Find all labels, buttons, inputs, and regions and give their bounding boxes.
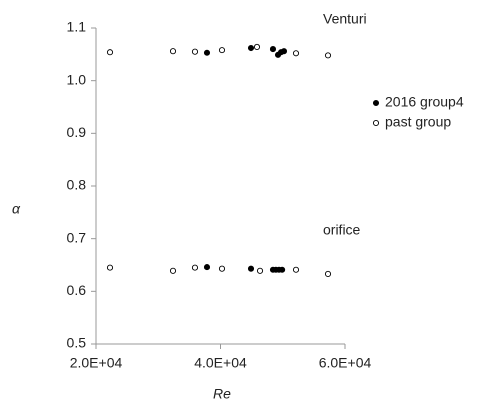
legend-label: past group <box>385 114 451 130</box>
point <box>247 44 255 52</box>
point <box>279 266 286 273</box>
y-axis-label: α <box>12 201 21 217</box>
y-tick-label: 1.0 <box>67 71 87 87</box>
x-tick-label: 6.0E+04 <box>319 355 372 371</box>
point <box>191 48 199 55</box>
point <box>169 267 177 274</box>
point <box>106 49 114 56</box>
point <box>203 264 211 271</box>
point <box>247 265 255 272</box>
legend-marker <box>372 99 380 107</box>
y-tick-label: 1.1 <box>67 19 87 35</box>
y-tick-label: 0.7 <box>67 229 87 245</box>
point <box>292 266 300 273</box>
annotation: Venturi <box>323 11 367 27</box>
point <box>280 48 288 55</box>
point <box>191 264 199 271</box>
x-tick-label: 4.0E+04 <box>194 355 247 371</box>
annotation: orifice <box>323 222 361 238</box>
point <box>169 48 177 55</box>
point <box>218 265 226 272</box>
point <box>203 49 211 56</box>
y-tick-label: 0.9 <box>67 124 87 140</box>
point <box>253 43 261 51</box>
legend-marker <box>372 119 380 127</box>
x-tick-label: 2.0E+04 <box>70 355 123 371</box>
y-tick-label: 0.6 <box>67 282 87 298</box>
point <box>324 270 332 278</box>
legend-label: 2016 group4 <box>385 94 464 110</box>
point <box>218 47 226 54</box>
point <box>324 52 332 59</box>
y-tick-label: 0.8 <box>67 177 87 193</box>
point <box>256 267 264 274</box>
point <box>106 264 114 271</box>
point <box>269 46 277 53</box>
point <box>292 50 300 57</box>
x-axis-label: Re <box>213 386 231 402</box>
y-tick-label: 0.5 <box>67 335 87 351</box>
